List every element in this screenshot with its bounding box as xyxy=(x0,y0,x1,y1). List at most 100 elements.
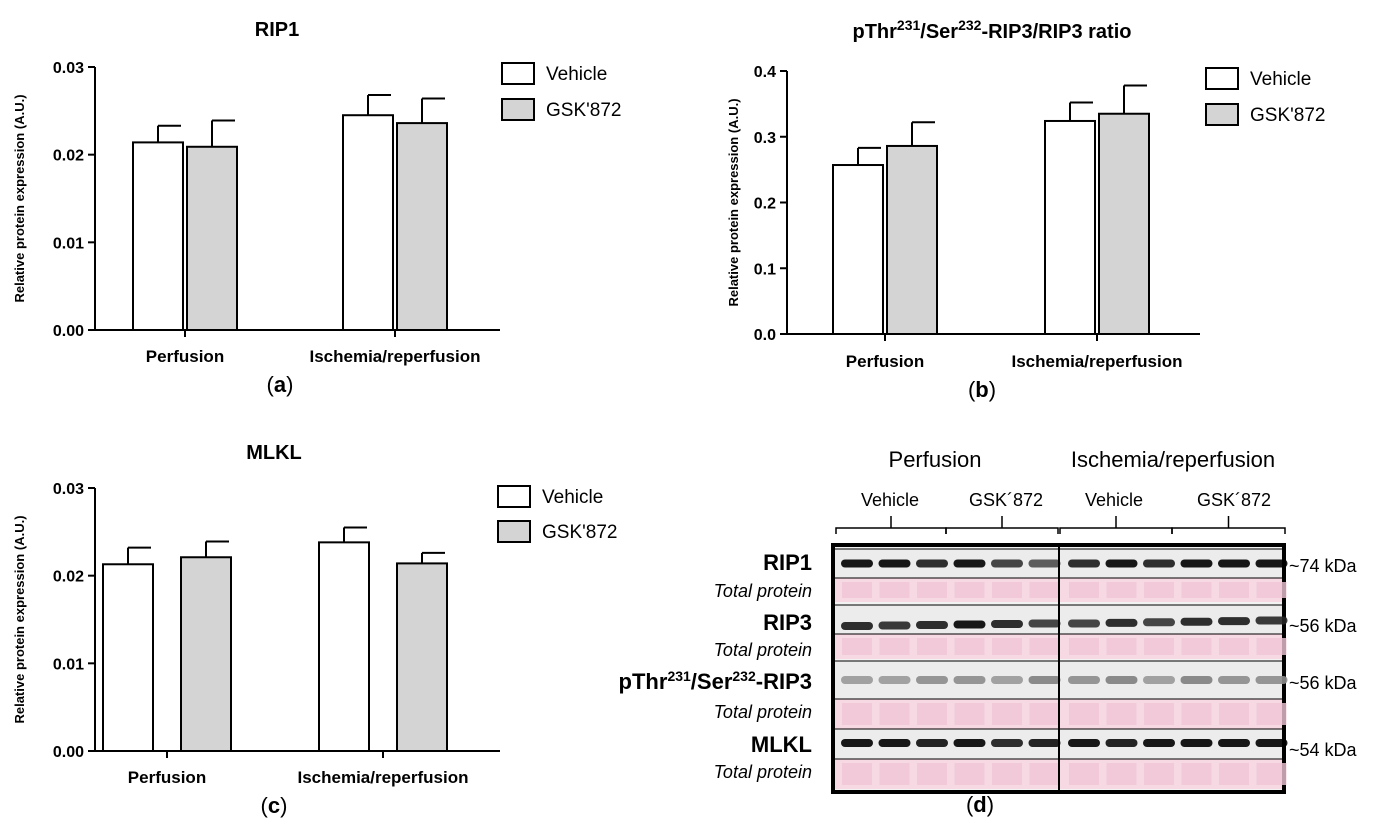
blot-subgroup-1: Vehicle xyxy=(861,490,919,510)
ponceau-lane xyxy=(1256,582,1287,598)
bar xyxy=(180,556,232,752)
legend-label: Vehicle xyxy=(542,487,603,508)
protein-band xyxy=(1218,739,1250,747)
protein-band xyxy=(841,559,873,568)
protein-band xyxy=(878,739,911,747)
blot-row-label-prip3: pThr231/Ser232-RIP3 xyxy=(619,668,812,694)
protein-band xyxy=(1143,739,1175,747)
y-tick-label: 0.2 xyxy=(754,196,776,213)
legend-swatch xyxy=(497,485,531,508)
blot-bracket xyxy=(1059,516,1173,534)
ponceau-lane xyxy=(1029,763,1060,785)
ponceau-lane xyxy=(992,763,1022,785)
ponceau-lane xyxy=(842,703,872,725)
panel-label: (c) xyxy=(261,793,288,818)
x-tick-label: Perfusion xyxy=(846,352,924,371)
panel-label: (a) xyxy=(267,372,294,397)
protein-band xyxy=(1068,739,1100,747)
protein-band xyxy=(953,739,986,747)
protein-band xyxy=(953,676,986,684)
bar xyxy=(102,563,154,753)
ponceau-lane xyxy=(1144,582,1174,598)
x-tick-label: Ischemia/reperfusion xyxy=(297,768,468,787)
bar xyxy=(1098,112,1150,335)
legend-label: GSK'872 xyxy=(1250,105,1325,126)
ponceau-lane xyxy=(1181,763,1212,785)
ponceau-lane xyxy=(1219,638,1249,655)
ponceau-lane xyxy=(1029,703,1060,725)
legend-swatch xyxy=(501,98,535,121)
blot-subgroup-2: GSK´872 xyxy=(969,490,1043,510)
ponceau-lane xyxy=(917,703,947,725)
ponceau-lane xyxy=(954,638,985,655)
y-tick-label: 0.01 xyxy=(53,656,84,673)
protein-band xyxy=(1068,619,1100,628)
protein-band xyxy=(841,676,873,684)
blot-row-label-rip3: RIP3 xyxy=(763,610,812,635)
blot-kda-4: ~54 kDa xyxy=(1289,740,1358,760)
y-tick-label: 0.00 xyxy=(53,744,84,761)
protein-band xyxy=(1105,676,1138,684)
ponceau-lane xyxy=(1256,703,1287,725)
ponceau-lane xyxy=(992,638,1022,655)
protein-band xyxy=(1218,617,1250,626)
ponceau-lane xyxy=(879,638,910,655)
protein-band xyxy=(953,620,986,629)
y-tick-label: 0.3 xyxy=(754,130,776,147)
ponceau-lane xyxy=(1219,703,1249,725)
ponceau-lane xyxy=(1256,763,1287,785)
panel-label-d: (d) xyxy=(966,792,994,817)
protein-band xyxy=(1218,676,1250,684)
blot-bracket xyxy=(945,516,1059,534)
protein-band xyxy=(916,621,948,629)
ponceau-lane xyxy=(879,703,910,725)
ponceau-lane xyxy=(917,582,947,598)
blot-group-perfusion: Perfusion xyxy=(889,447,982,472)
protein-band xyxy=(1143,618,1175,627)
protein-band xyxy=(1028,559,1061,568)
bar xyxy=(396,562,448,752)
blot-group-ischemia: Ischemia/reperfusion xyxy=(1071,447,1275,472)
ponceau-lane xyxy=(842,582,872,598)
protein-band xyxy=(1105,559,1138,568)
ponceau-lane xyxy=(1106,703,1137,725)
bar xyxy=(342,114,394,332)
blot-subgroup-3: Vehicle xyxy=(1085,490,1143,510)
ponceau-lane xyxy=(1181,582,1212,598)
y-tick-label: 0.03 xyxy=(53,60,84,77)
blot-subgroup-4: GSK´872 xyxy=(1197,490,1271,510)
ponceau-lane xyxy=(954,582,985,598)
blot-row-label-mlkl: MLKL xyxy=(751,732,812,757)
protein-band xyxy=(1105,618,1138,627)
ponceau-lane xyxy=(1069,763,1099,785)
blot-brackets xyxy=(835,516,1286,534)
ponceau-lane xyxy=(1181,638,1212,655)
protein-band xyxy=(953,559,986,568)
blot-kda-3: ~56 kDa xyxy=(1289,673,1358,693)
ponceau-lane xyxy=(992,703,1022,725)
blot-kda-1: ~74 kDa xyxy=(1289,556,1358,576)
y-tick-label: 0.1 xyxy=(754,261,776,278)
bar xyxy=(832,164,884,335)
protein-band xyxy=(1255,559,1288,568)
protein-band xyxy=(841,622,873,630)
protein-band xyxy=(1028,739,1061,747)
ponceau-lane xyxy=(1256,638,1287,655)
blot-row-sub-2: Total protein xyxy=(714,640,812,660)
blot-row-sub-4: Total protein xyxy=(714,762,812,782)
y-tick-label: 0.03 xyxy=(53,481,84,498)
legend-swatch xyxy=(1205,67,1239,90)
ponceau-lane xyxy=(1106,763,1137,785)
ponceau-strip xyxy=(835,699,1282,729)
x-tick-label: Ischemia/reperfusion xyxy=(1011,352,1182,371)
protein-band xyxy=(1255,616,1288,625)
band-strip xyxy=(835,549,1282,578)
x-tick-label: Perfusion xyxy=(146,347,224,366)
protein-band xyxy=(991,739,1023,747)
protein-band xyxy=(916,739,948,747)
bar xyxy=(1044,119,1096,335)
ponceau-lane xyxy=(879,763,910,785)
